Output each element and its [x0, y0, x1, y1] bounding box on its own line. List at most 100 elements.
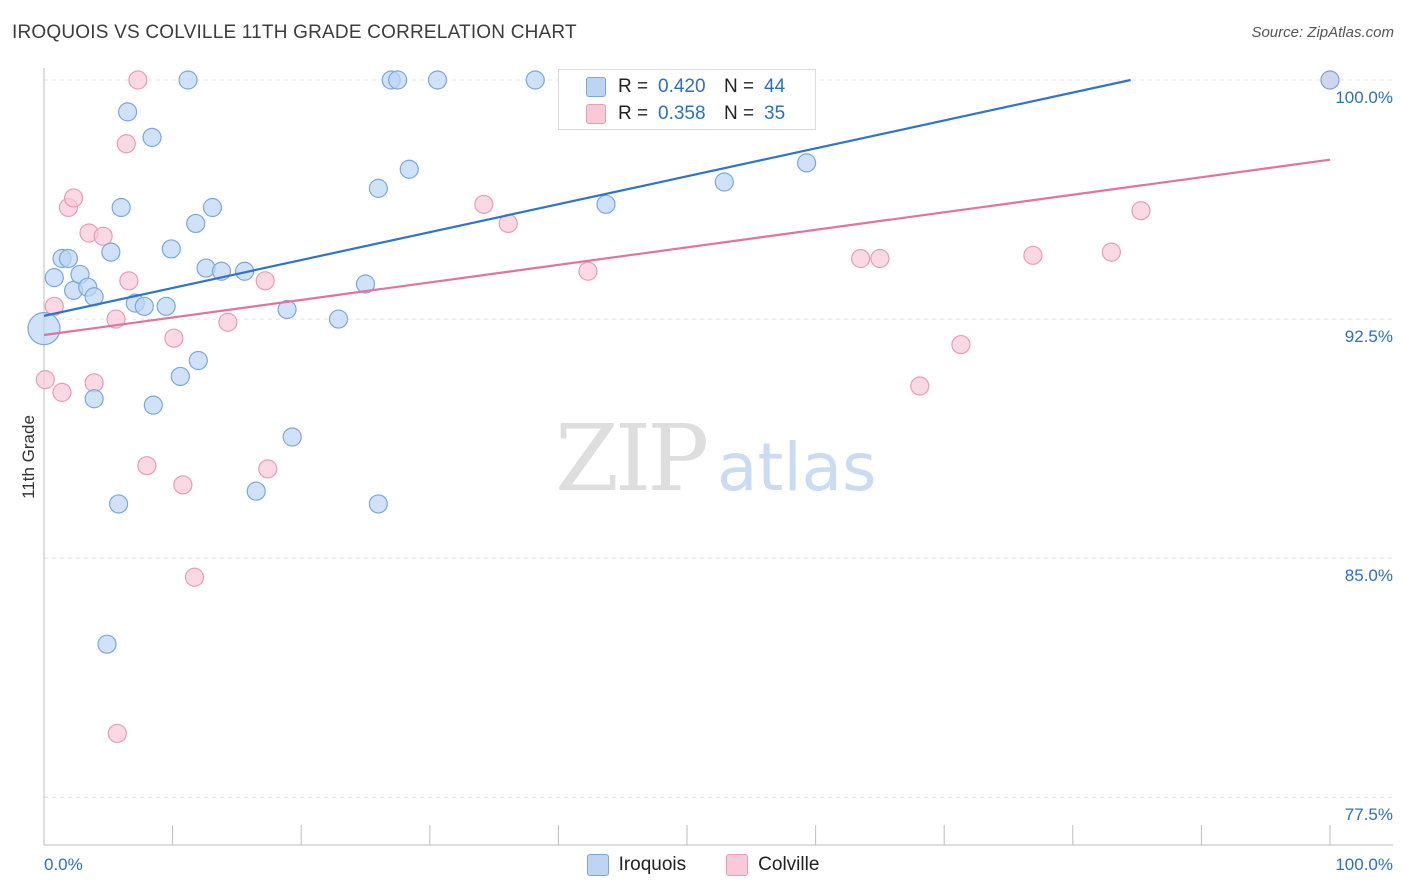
iroquois-n-value: 44: [764, 76, 786, 97]
colville-point: [128, 70, 148, 90]
iroquois-point: [44, 268, 64, 288]
n-label: N =: [724, 76, 755, 97]
iroquois-point: [388, 70, 408, 90]
legend-row-colville: R = 0.358 N = 35: [586, 102, 785, 126]
iroquois-point: [328, 309, 349, 329]
colville-point: [951, 334, 971, 355]
y-tick-labels: 100.0% 92.5% 85.0% 77.5%: [1335, 88, 1393, 824]
y-tick-label: 92.5%: [1345, 327, 1393, 346]
colville-point: [164, 328, 184, 348]
axes: [43, 68, 1393, 846]
iroquois-point: [246, 481, 266, 501]
legend-row-iroquois: R = 0.420 N = 44: [586, 75, 785, 99]
series-legend: Iroquois Colville: [0, 852, 1406, 878]
colville-trend-line: [43, 158, 1331, 337]
colville-point: [910, 376, 930, 396]
colville-r-value: 0.358: [658, 103, 706, 124]
iroquois-point: [161, 239, 181, 259]
chart-source: Source: ZipAtlas.com: [1251, 24, 1394, 41]
legend-item-iroquois[interactable]: Iroquois: [586, 854, 687, 876]
stats-legend: R = 0.420 N = 44 R = 0.358 N = 35: [558, 69, 816, 130]
iroquois-point: [101, 242, 121, 262]
watermark-zip: ZIP: [555, 405, 706, 512]
iroquois-point: [525, 70, 545, 90]
x-tick-label-max: 100.0%: [1335, 855, 1393, 874]
iroquois-point: [202, 197, 223, 218]
chart-title: IROQUOIS VS COLVILLE 11TH GRADE CORRELAT…: [12, 22, 577, 43]
iroquois-point: [1320, 70, 1340, 90]
legend-item-colville[interactable]: Colville: [726, 854, 819, 876]
iroquois-point: [58, 248, 79, 269]
colville-legend-swatch: [726, 854, 749, 876]
iroquois-point: [97, 634, 117, 654]
iroquois-point: [796, 153, 817, 173]
x-axis-ticks: [43, 825, 1331, 845]
colville-point: [184, 567, 205, 587]
iroquois-point: [282, 427, 302, 447]
iroquois-point: [427, 70, 448, 90]
colville-point: [84, 373, 104, 393]
iroquois-point: [188, 350, 208, 371]
iroquois-swatch: [586, 77, 606, 97]
colville-point: [870, 248, 890, 269]
iroquois-point: [399, 159, 419, 179]
iroquois-point: [714, 172, 734, 192]
colville-point: [119, 271, 139, 291]
iroquois-r-value: 0.420: [658, 76, 706, 97]
colville-point: [1101, 242, 1121, 262]
colville-point: [107, 723, 127, 744]
colville-point: [258, 459, 278, 479]
r-label: R =: [618, 76, 649, 97]
watermark: ZIP atlas: [555, 405, 877, 512]
iroquois-point: [196, 258, 216, 278]
iroquois-point: [170, 366, 190, 387]
iroquois-point: [143, 395, 163, 415]
x-tick-label-min: 0.0%: [44, 855, 83, 874]
y-tick-label: 85.0%: [1345, 566, 1393, 585]
colville-point: [218, 312, 238, 332]
colville-point: [255, 271, 275, 291]
iroquois-point: [355, 274, 376, 294]
iroquois-legend-swatch: [586, 854, 609, 876]
iroquois-point: [277, 299, 297, 320]
series-iroquois: [27, 70, 1340, 654]
colville-point: [1131, 201, 1151, 221]
colville-point: [137, 456, 157, 476]
colville-legend-label: Colville: [758, 854, 820, 875]
iroquois-point: [84, 389, 104, 409]
iroquois-point: [111, 197, 131, 218]
y-axis-title: 11th Grade: [19, 415, 38, 499]
iroquois-point: [108, 494, 129, 514]
colville-point: [116, 134, 136, 154]
y-tick-label: 100.0%: [1335, 88, 1393, 107]
iroquois-point: [368, 494, 388, 514]
iroquois-point: [27, 312, 61, 346]
colville-swatch: [586, 104, 606, 124]
colville-point: [851, 248, 871, 269]
colville-point: [93, 226, 113, 246]
iroquois-point: [186, 213, 206, 234]
iroquois-trend-line: [43, 78, 1131, 317]
iroquois-point: [117, 102, 138, 122]
iroquois-legend-label: Iroquois: [618, 854, 687, 875]
colville-point: [52, 382, 72, 402]
iroquois-point: [156, 296, 176, 316]
iroquois-point: [142, 127, 162, 147]
colville-point: [474, 194, 494, 214]
iroquois-point: [368, 178, 388, 198]
colville-point: [173, 475, 193, 495]
watermark-atlas: atlas: [717, 429, 877, 506]
iroquois-point: [596, 194, 616, 214]
r-label: R =: [618, 103, 649, 124]
colville-point: [63, 188, 84, 208]
colville-n-value: 35: [764, 103, 786, 124]
colville-point: [578, 261, 598, 281]
colville-point: [44, 296, 64, 316]
colville-point: [35, 370, 55, 390]
y-tick-label: 77.5%: [1345, 805, 1393, 824]
iroquois-point: [178, 70, 198, 90]
colville-point: [1023, 245, 1043, 265]
n-label: N =: [724, 103, 755, 124]
trend-lines: [43, 78, 1331, 337]
